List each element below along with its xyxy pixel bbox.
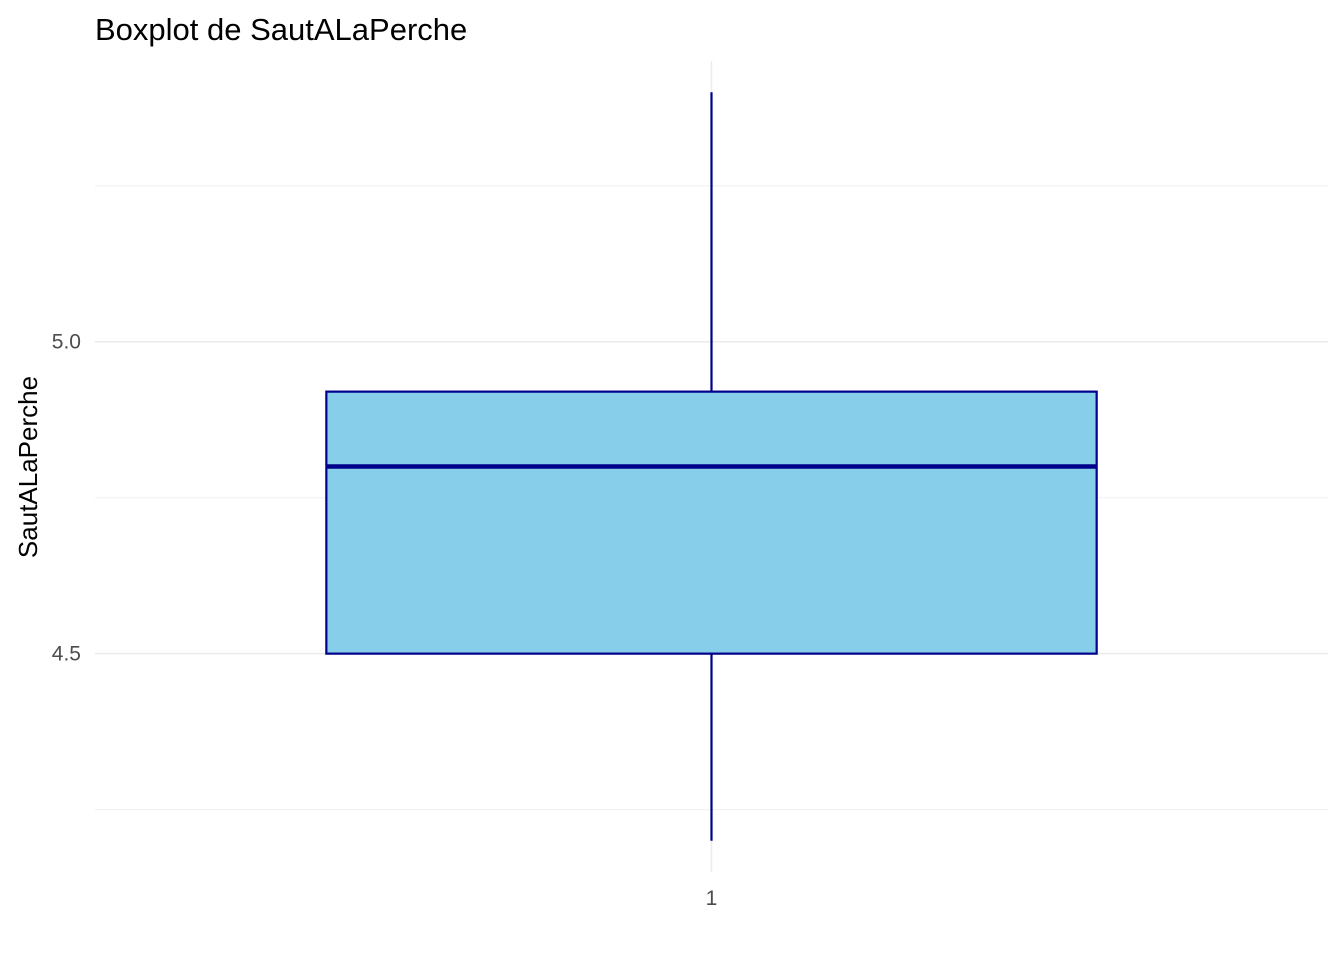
y-tick-label: 4.5 — [52, 643, 81, 666]
y-tick-label: 5.0 — [52, 331, 81, 354]
axis-labels: 4.5 5.0 1 — [52, 331, 718, 910]
chart-title: Boxplot de SautALaPerche — [95, 12, 467, 47]
box-layer — [325, 92, 1098, 841]
y-axis-title: SautALaPerche — [13, 376, 43, 558]
x-tick-label: 1 — [706, 887, 718, 910]
box-iqr — [325, 390, 1098, 655]
